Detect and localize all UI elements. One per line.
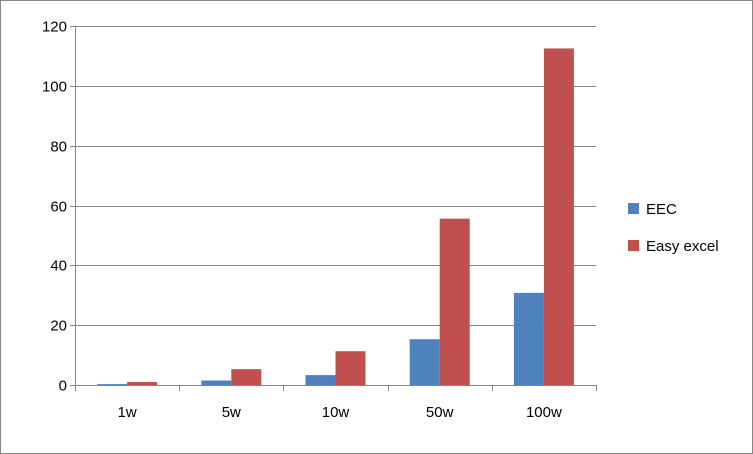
bar-easy-excel-5w [231,369,262,385]
y-tick-label: 40 [50,258,67,275]
bar-easy-excel-1w [127,382,158,385]
legend: EEC Easy excel [628,201,719,255]
x-tick-labels: 1w 5w 10w 50w 100w [118,404,562,421]
bar-easy-excel-100w [543,48,574,385]
x-tick-label: 1w [118,404,137,421]
bar-eec-10w [305,375,336,385]
legend-swatch [628,203,639,214]
legend-swatch [628,240,639,251]
bars [97,48,574,385]
y-tick-label: 0 [59,378,67,395]
bar-easy-excel-50w [439,218,470,385]
legend-label: EEC [646,201,677,218]
bar-easy-excel-10w [335,351,366,385]
x-tick-label: 50w [426,404,454,421]
y-tick-label: 100 [42,79,67,96]
x-tick-label: 10w [322,404,350,421]
axes [75,26,596,386]
bar-eec-50w [409,339,440,385]
bar-eec-100w [513,292,544,385]
bar-eec-1w [97,384,128,385]
bar-eec-5w [201,380,232,385]
y-tick-label: 60 [50,199,67,216]
gridlines [70,26,597,391]
y-tick-label: 20 [50,318,67,335]
legend-label: Easy excel [646,238,719,255]
x-tick-label: 100w [526,404,562,421]
y-tick-labels: 0 20 40 60 80 100 120 [42,19,67,395]
y-tick-label: 80 [50,139,67,156]
x-tick-label: 5w [222,404,241,421]
y-tick-label: 120 [42,19,67,36]
